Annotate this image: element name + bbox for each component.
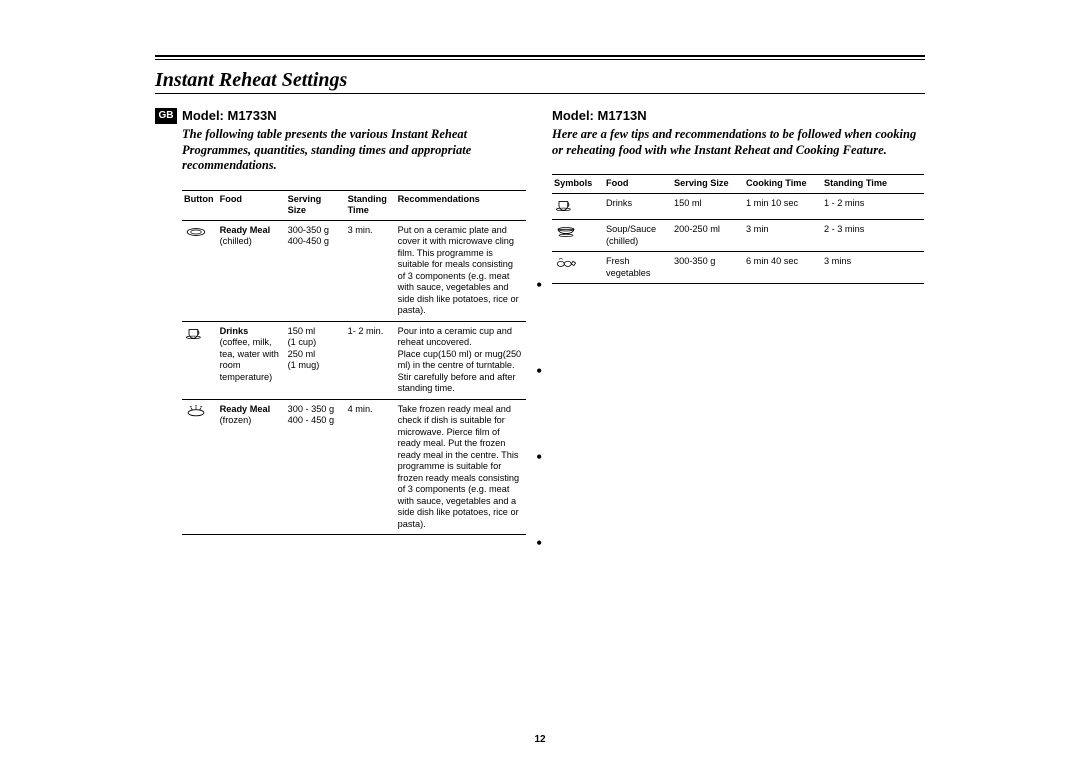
row-icon [552, 252, 604, 284]
row-serving: 150 ml [672, 193, 744, 220]
row-icon [552, 193, 604, 220]
row-food: Drinks(coffee, milk, tea, water with roo… [218, 321, 286, 399]
right-table: Symbols Food Serving Size Cooking Time S… [552, 174, 924, 284]
table-row: Drinks(coffee, milk, tea, water with roo… [182, 321, 526, 399]
row-standing: 3 min. [346, 220, 396, 321]
table-row: Soup/Sauce(chilled)200-250 ml3 min2 - 3 … [552, 220, 924, 252]
row-serving: 150 ml(1 cup)250 ml(1 mug) [286, 321, 346, 399]
row-food: Drinks [604, 193, 672, 220]
model-desc-right: Here are a few tips and recommendations … [552, 127, 924, 158]
row-icon [182, 220, 218, 321]
region-badge: GB [155, 108, 177, 124]
table-row: Freshvegetables300-350 g6 min 40 sec3 mi… [552, 252, 924, 284]
row-serving: 300-350 g400-450 g [286, 220, 346, 321]
model-heading-right: Model: M1713N [552, 108, 924, 123]
row-food: Ready Meal(chilled) [218, 220, 286, 321]
th-food: Food [218, 190, 286, 220]
row-cooking: 6 min 40 sec [744, 252, 822, 284]
row-rec: Put on a ceramic plate and cover it with… [396, 220, 526, 321]
row-cooking: 3 min [744, 220, 822, 252]
row-standing: 3 mins [822, 252, 924, 284]
top-rule [155, 55, 925, 60]
left-table: Button Food Serving Size Standing Time R… [182, 190, 526, 536]
th-symbols: Symbols [552, 175, 604, 194]
model-desc-left: The following table presents the various… [182, 127, 526, 174]
row-icon [182, 321, 218, 399]
row-standing: 1- 2 min. [346, 321, 396, 399]
th-food-r: Food [604, 175, 672, 194]
row-food: Ready Meal(frozen) [218, 399, 286, 535]
margin-bullets: •••• [536, 276, 542, 552]
row-standing: 1 - 2 mins [822, 193, 924, 220]
th-rec: Recommendations [396, 190, 526, 220]
th-button: Button [182, 190, 218, 220]
row-rec: Pour into a ceramic cup and reheat uncov… [396, 321, 526, 399]
row-food: Freshvegetables [604, 252, 672, 284]
row-icon [182, 399, 218, 535]
table-row: Drinks150 ml1 min 10 sec1 - 2 mins [552, 193, 924, 220]
row-rec: Take frozen ready meal and check if dish… [396, 399, 526, 535]
table-row: Ready Meal(chilled)300-350 g400-450 g3 m… [182, 220, 526, 321]
title-underline [155, 93, 925, 94]
row-serving: 300-350 g [672, 252, 744, 284]
th-standing-r: Standing Time [822, 175, 924, 194]
row-serving: 200-250 ml [672, 220, 744, 252]
row-cooking: 1 min 10 sec [744, 193, 822, 220]
left-column: Model: M1733N The following table presen… [182, 108, 526, 535]
right-column: Model: M1713N Here are a few tips and re… [552, 108, 924, 284]
model-heading-left: Model: M1733N [182, 108, 526, 123]
th-standing: Standing Time [346, 190, 396, 220]
document-page: Instant Reheat Settings GB Model: M1733N… [0, 0, 1080, 763]
table-row: Ready Meal(frozen)300 - 350 g400 - 450 g… [182, 399, 526, 535]
th-serving: Serving Size [286, 190, 346, 220]
th-serving-r: Serving Size [672, 175, 744, 194]
page-number: 12 [0, 734, 1080, 745]
row-icon [552, 220, 604, 252]
page-title: Instant Reheat Settings [155, 69, 347, 92]
row-food: Soup/Sauce(chilled) [604, 220, 672, 252]
row-standing: 2 - 3 mins [822, 220, 924, 252]
row-serving: 300 - 350 g400 - 450 g [286, 399, 346, 535]
th-cooking-r: Cooking Time [744, 175, 822, 194]
row-standing: 4 min. [346, 399, 396, 535]
